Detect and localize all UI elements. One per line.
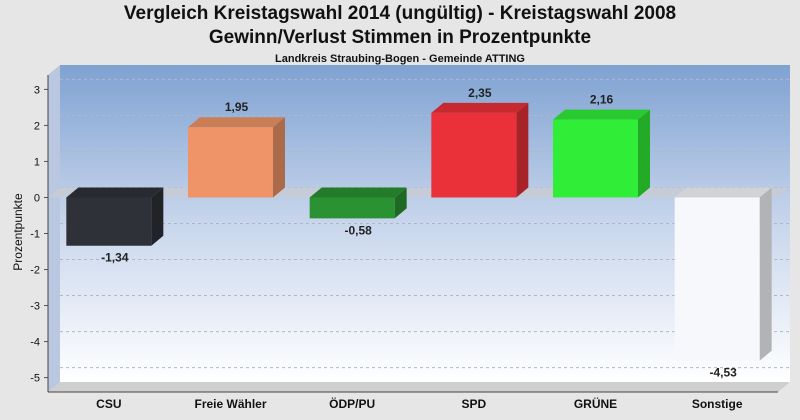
y-tick-label: -4 (30, 337, 40, 349)
bar-side (394, 187, 407, 219)
y-tick-label: -3 (30, 301, 40, 313)
y-tick-label: 1 (34, 156, 40, 168)
bar-side (759, 187, 772, 361)
x-tick-label: CSU (96, 397, 121, 411)
x-tick-label: Freie Wähler (194, 397, 266, 411)
data-label: -0,58 (344, 223, 372, 237)
bar-side (638, 109, 650, 198)
bar-spd (431, 112, 517, 198)
bar-top (66, 187, 164, 198)
chart-subtitle: Gewinn/Verlust Stimmen in Prozentpunkte (208, 27, 592, 48)
bar-top (309, 187, 407, 198)
data-label: 1,95 (225, 100, 249, 114)
bar-side (273, 117, 285, 198)
bar-top (553, 109, 650, 120)
y-tick-label: 2 (34, 120, 40, 132)
bar-side (151, 187, 164, 246)
bar-gr-ne (553, 119, 638, 198)
data-label: 2,35 (468, 86, 492, 100)
y-tick-label: 3 (34, 84, 40, 96)
plot-side-wall (48, 65, 60, 392)
y-tick-label: 0 (34, 192, 40, 204)
bar-csu (66, 197, 152, 246)
bar-top (431, 102, 529, 113)
data-label: -1,34 (101, 251, 129, 265)
chart-title: Vergleich Kreistagswahl 2014 (ungültig) … (123, 3, 677, 24)
chart-subsubtitle: Landkreis Straubing-Bogen - Gemeinde ATT… (275, 53, 525, 65)
data-label: -4,53 (709, 366, 737, 380)
x-tick-label: SPD (461, 397, 486, 411)
data-label: 2,16 (590, 93, 614, 107)
y-tick-label: -5 (30, 373, 40, 385)
x-tick-label: ÖDP/PU (329, 396, 375, 411)
bar--dp-pu (309, 197, 395, 219)
y-tick-label: -2 (30, 265, 40, 277)
bar-sonstige (674, 197, 760, 361)
bar-side (516, 102, 529, 198)
x-tick-label: GRÜNE (574, 396, 617, 411)
bar-top (674, 187, 772, 198)
plot-floor (48, 382, 790, 392)
bar-top (188, 117, 285, 128)
bar-freie-w-hler (188, 127, 273, 198)
x-tick-label: Sonstige (692, 397, 743, 411)
y-tick-label: -1 (30, 229, 40, 241)
